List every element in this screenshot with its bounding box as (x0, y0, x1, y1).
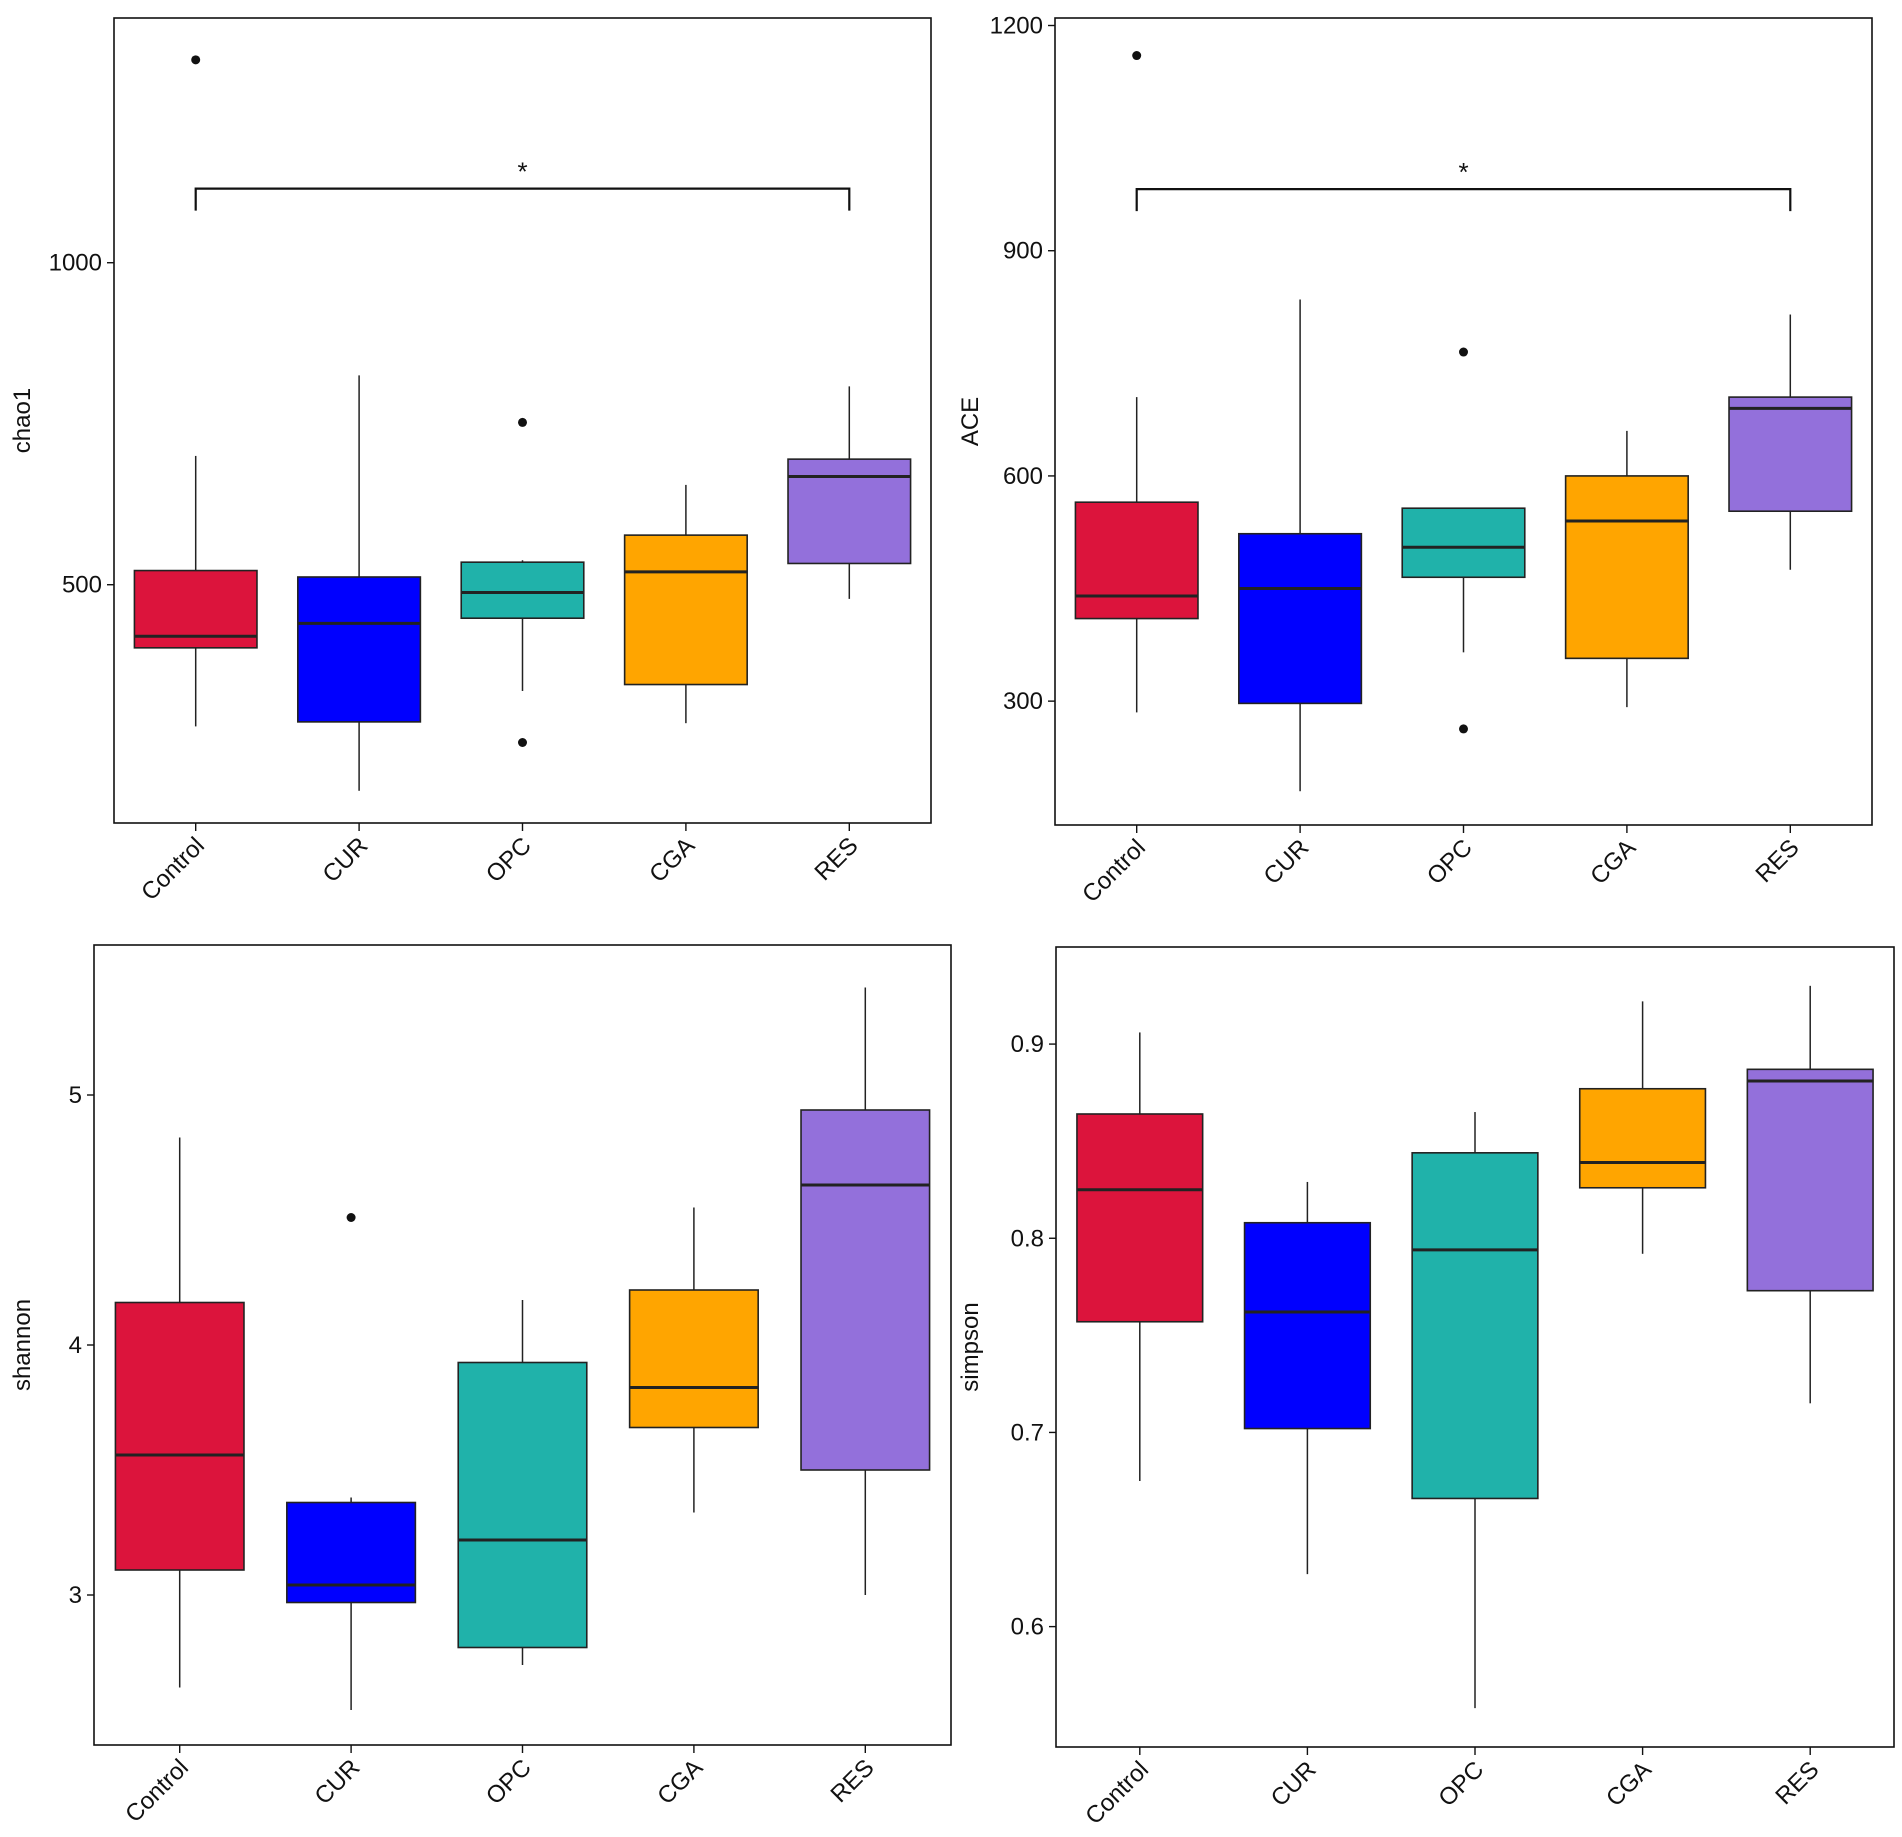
box-cur (1238, 299, 1363, 792)
iqr-box (800, 1109, 931, 1471)
y-axis-label: simpson (957, 1302, 984, 1391)
box-res (1728, 314, 1853, 570)
y-tick-label: 4 (69, 1332, 82, 1359)
iqr-box (623, 534, 748, 686)
iqr-box (457, 1361, 588, 1649)
x-tick-label-cga: CGA (1601, 1756, 1657, 1812)
y-tick-label: 3 (69, 1582, 82, 1609)
box-control (133, 55, 258, 727)
box-cur (297, 375, 422, 791)
x-tick-label-cur: CUR (317, 832, 373, 888)
iqr-box (1401, 507, 1526, 579)
outlier-point (518, 738, 527, 747)
box-opc (460, 417, 585, 747)
x-tick-label-cga: CGA (644, 832, 700, 888)
y-tick-label: 5 (69, 1082, 82, 1109)
y-tick-label: 600 (1003, 463, 1043, 490)
panel-chao1: 500 1000 chao1 Control CUR OPC CGA RES * (9, 17, 932, 906)
iqr-box (460, 561, 585, 620)
x-tick-label-res: RES (826, 1754, 880, 1808)
x-tick-label-cga: CGA (1585, 834, 1641, 890)
y-tick-label: 1000 (49, 250, 102, 277)
box-opc (1411, 1112, 1539, 1709)
box-cga (1578, 1001, 1707, 1254)
x-tick-label-control: Control (1077, 834, 1151, 908)
box-cga (628, 1207, 759, 1513)
x-tick-label-control: Control (1080, 1756, 1154, 1830)
panel-shannon: 3 4 5 shannon Control CUR OPC CGA RES (9, 944, 952, 1828)
box-opc (1401, 347, 1526, 734)
iqr-box (286, 1501, 417, 1604)
x-tick-label-cur: CUR (1266, 1756, 1322, 1812)
outlier-point (518, 417, 527, 427)
box-cur (286, 1213, 417, 1710)
iqr-box (628, 1289, 759, 1429)
outlier-point (1459, 724, 1468, 734)
box-opc (457, 1300, 588, 1665)
iqr-box (1564, 475, 1689, 660)
x-tick-label-control: Control (120, 1754, 194, 1828)
outlier-point (1459, 347, 1468, 357)
y-tick-label: 0.8 (1011, 1225, 1044, 1252)
x-tick-label-res: RES (810, 832, 864, 886)
panel-simpson: 0.6 0.7 0.8 0.9 simpson Control CUR OPC CGA RES (957, 946, 1895, 1830)
box-control (1074, 51, 1199, 713)
box-cga (623, 484, 748, 724)
box-cur (1243, 1181, 1372, 1575)
outlier-point (191, 55, 201, 65)
y-tick-label: 300 (1003, 688, 1043, 715)
y-tick-label: 0.6 (1011, 1614, 1044, 1641)
significance-label: * (517, 157, 527, 187)
box-res (800, 987, 931, 1595)
iqr-box (1243, 1221, 1372, 1430)
box-res (1746, 985, 1874, 1404)
x-tick-label-cga: CGA (652, 1754, 708, 1810)
iqr-box (297, 576, 422, 723)
iqr-box (787, 458, 912, 565)
iqr-box (1076, 1113, 1204, 1323)
iqr-box (1074, 501, 1199, 620)
y-tick-label: 1200 (990, 13, 1043, 40)
iqr-box (114, 1301, 245, 1571)
iqr-box (1238, 532, 1363, 705)
y-axis-label: shannon (9, 1299, 36, 1391)
y-tick-label: 0.9 (1011, 1031, 1044, 1058)
y-tick-label: 900 (1003, 238, 1043, 265)
iqr-box (1578, 1087, 1707, 1189)
x-tick-label-opc: OPC (1433, 1756, 1489, 1812)
box-cga (1564, 430, 1689, 708)
panel-ace: 300 600 900 1200 ACE Control CUR OPC CGA RES * (957, 13, 1873, 908)
x-tick-label-opc: OPC (1422, 834, 1478, 890)
significance-bracket (194, 187, 851, 211)
box-control (1076, 1032, 1204, 1481)
y-axis-label: ACE (957, 397, 984, 446)
x-tick-label-control: Control (136, 832, 210, 906)
outlier-point (1132, 51, 1142, 61)
x-tick-label-opc: OPC (481, 1754, 537, 1810)
iqr-box (1411, 1152, 1539, 1500)
outlier-point (346, 1213, 356, 1222)
significance-bracket (1135, 188, 1792, 212)
x-tick-label-cur: CUR (309, 1754, 365, 1810)
box-res (787, 386, 912, 599)
x-tick-label-res: RES (1770, 1756, 1824, 1810)
iqr-box (1728, 396, 1853, 513)
y-tick-label: 0.7 (1011, 1419, 1044, 1446)
x-tick-label-res: RES (1751, 834, 1805, 888)
significance-label: * (1458, 157, 1468, 187)
iqr-box (1746, 1068, 1874, 1292)
x-tick-label-cur: CUR (1258, 834, 1314, 890)
x-tick-label-opc: OPC (481, 832, 537, 888)
y-axis-label: chao1 (9, 388, 36, 453)
y-tick-label: 500 (62, 572, 102, 599)
box-control (114, 1137, 245, 1688)
